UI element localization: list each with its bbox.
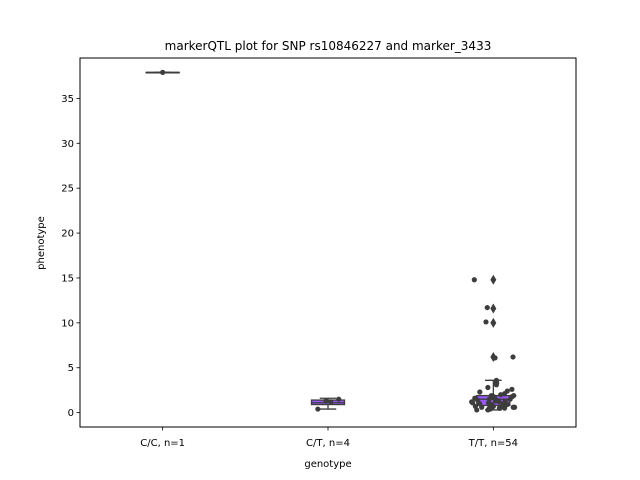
data-point	[477, 389, 483, 395]
data-point	[484, 304, 490, 311]
data-point	[323, 398, 329, 404]
y-tick-label: 25	[61, 184, 74, 195]
data-point	[336, 396, 342, 402]
data-point	[485, 407, 491, 413]
data-point	[504, 401, 510, 408]
data-point	[160, 69, 166, 75]
data-point	[328, 399, 334, 405]
data-point	[485, 384, 491, 391]
data-point	[510, 354, 516, 360]
chart-title: markerQTL plot for SNP rs10846227 and ma…	[165, 39, 492, 53]
data-point	[483, 319, 489, 325]
x-tick-label: C/T, n=4	[306, 438, 350, 449]
y-tick-label: 20	[61, 229, 74, 240]
plot-area: 0 5 10 15 20 25 30 35 C/C, n=1 C/T, n=4 T/T, n=54	[61, 69, 518, 449]
box-outlier	[490, 317, 497, 328]
y-tick-label: 15	[61, 273, 74, 284]
y-tick-label: 10	[61, 318, 74, 329]
y-tick-label: 0	[68, 408, 74, 419]
data-point	[470, 400, 476, 406]
box-outlier	[490, 274, 497, 285]
data-point	[512, 404, 518, 410]
data-point	[507, 396, 513, 402]
x-tick-label: T/T, n=54	[468, 438, 518, 449]
data-point	[315, 406, 321, 412]
x-tick-label: C/C, n=1	[140, 438, 185, 449]
data-point	[471, 277, 477, 283]
plot-frame	[79, 57, 577, 428]
data-point	[502, 405, 508, 411]
data-point	[493, 382, 499, 388]
data-point	[496, 405, 502, 411]
data-point	[474, 407, 480, 413]
data-point	[498, 392, 504, 398]
data-point	[509, 386, 515, 392]
y-tick-label: 35	[61, 94, 74, 105]
y-tick-label: 30	[61, 139, 74, 150]
data-point	[479, 404, 485, 410]
y-tick-label: 5	[68, 363, 74, 374]
data-point	[496, 399, 502, 405]
box-outlier	[490, 303, 497, 314]
y-axis-title: phenotype	[36, 216, 47, 270]
x-axis-title: genotype	[304, 459, 351, 470]
data-point	[492, 355, 498, 361]
